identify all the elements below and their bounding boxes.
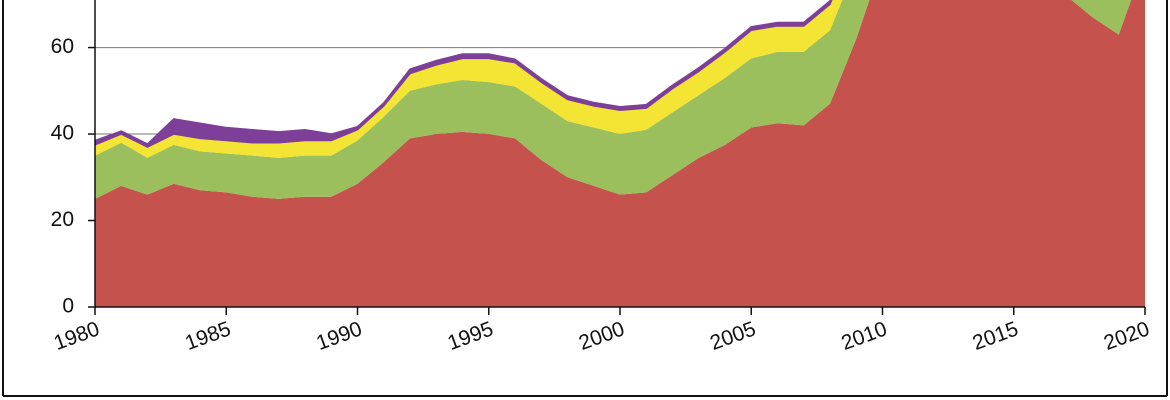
area [95,0,1145,307]
x-tick-label: 2020 [1101,317,1153,355]
area [95,0,1132,199]
y-tick-label: 0 [62,295,74,318]
x-tick-label: 2005 [707,317,759,355]
x-tick-label: 2010 [838,317,890,355]
area [95,0,843,158]
x-tick-label: 2000 [576,317,628,355]
x-tick-label: 1985 [182,317,234,355]
x-tick-label: 1980 [51,317,103,355]
x-tick-label: 1995 [445,317,497,355]
x-tick-label: 2015 [970,317,1022,355]
area [95,0,833,148]
y-tick-label: 20 [51,208,74,231]
y-tick-label: 60 [51,35,74,58]
areas [95,0,1145,307]
x-tick-label: 1990 [313,317,365,355]
y-tick-label: 40 [51,122,74,145]
